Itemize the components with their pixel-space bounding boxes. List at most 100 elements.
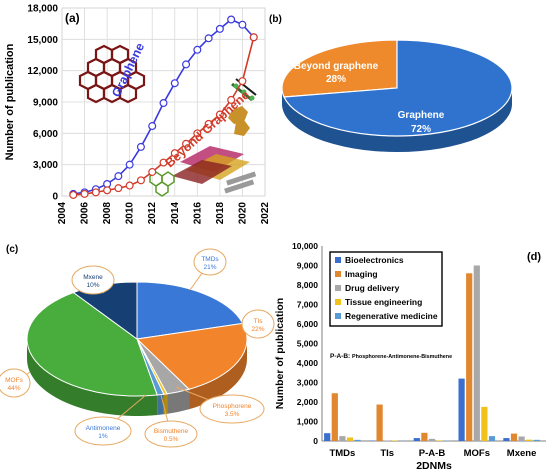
- data-point-beyond-graphene: [159, 158, 168, 167]
- pie-c-slice-tmds: [136, 281, 244, 340]
- y-tick-label-a: 12,000: [27, 66, 58, 77]
- callout-pct-mofs: 44%: [7, 385, 20, 392]
- bar-tmds-drug-delivery: [339, 436, 346, 441]
- y-tick-label-a: 18,000: [27, 4, 58, 15]
- x-tick-label-d: Mxene: [507, 448, 537, 459]
- data-point-graphene: [125, 160, 134, 169]
- callout-bubble-mofs: [0, 368, 31, 398]
- callout-bubble-antimonene: [74, 416, 132, 446]
- callout-pct-antimonene: 1%: [98, 433, 108, 440]
- data-point-beyond-graphene: [69, 190, 78, 199]
- data-point-beyond-graphene: [249, 33, 258, 42]
- data-point-beyond-graphene: [204, 119, 213, 128]
- pie-c-wall-mofs: [27, 339, 158, 416]
- beyond-graphene-slice-label: Beyond graphene: [294, 61, 379, 72]
- x-tick-label-a: 2012: [147, 202, 158, 225]
- y-tick-label-d: 8,000: [297, 280, 319, 290]
- bar-mofs-imaging: [466, 273, 473, 441]
- callout-pct-mxene: 10%: [86, 282, 99, 289]
- bar-mxene-imaging: [510, 433, 518, 441]
- callout-bubble-phosphorene: [199, 394, 265, 424]
- bar-tmds-bioelectronics: [324, 433, 331, 441]
- callout-name-mofs: MOFs: [5, 377, 23, 384]
- x-tick-label-d: TMDs: [329, 448, 355, 459]
- layered-material-icon: [224, 171, 257, 194]
- pab-annotation-prefix: P-A-B:: [330, 353, 352, 360]
- bar-tmds-regenerative-medicine: [354, 439, 361, 441]
- x-tick-label-a: 2020: [237, 202, 248, 225]
- panel-d-chart: 0 1,000 2,000 3,000 4,000 5,000 6,000 7,000 8,00…: [274, 241, 546, 472]
- panel-a-series: [69, 15, 258, 199]
- data-point-graphene: [114, 172, 123, 181]
- bar-mofs-drug-delivery: [473, 265, 480, 441]
- y-tick-label-d: 1,000: [297, 417, 319, 427]
- x-tick-label-d: TIs: [380, 448, 394, 459]
- graphene-slice-label: Graphene: [398, 110, 445, 121]
- pie-c-slices: [26, 281, 248, 416]
- data-point-graphene: [148, 122, 157, 131]
- panel-c-label: (c): [6, 244, 18, 255]
- data-point-beyond-graphene: [238, 77, 247, 86]
- x-tick-label-a: 2010: [125, 202, 136, 225]
- legend-swatch-drug-delivery: [335, 285, 341, 291]
- data-point-graphene: [193, 45, 202, 54]
- y-tick-label-d: 7,000: [297, 300, 319, 310]
- callout-pct-phosphorene: 3.5%: [225, 411, 240, 418]
- callout-bubble-bismuthene: [144, 420, 198, 448]
- panel-d-label: (d): [527, 251, 541, 263]
- panel-a-axes: 0 3,000 6,000 9,000 12,000 15,000 18,000 2004 20…: [4, 4, 271, 225]
- data-point-graphene: [227, 15, 236, 24]
- x-tick-label-a: 2006: [80, 202, 91, 225]
- y-axis-title-d: Number of publication: [274, 298, 286, 409]
- legend-swatch-imaging: [335, 271, 341, 277]
- bar-tis-tissue-engineering: [391, 440, 398, 441]
- mxene-structure-icon: [228, 106, 250, 136]
- x-tick-label-a: 2018: [215, 202, 226, 225]
- data-point-beyond-graphene: [114, 184, 123, 193]
- data-point-beyond-graphene: [148, 167, 157, 176]
- callout-bubble-tmds: [193, 248, 227, 276]
- bar-p-a-b-drug-delivery: [428, 438, 436, 441]
- data-point-beyond-graphene: [193, 129, 202, 138]
- graphene-slice-pct: 72%: [411, 124, 431, 135]
- legend-label-bioelectronics: Bioelectronics: [345, 255, 404, 265]
- pie-c-wall-antimonene: [157, 394, 164, 416]
- y-tick-label-d: 0: [313, 436, 318, 446]
- callout-bubble-mxene: [71, 265, 115, 295]
- beyond-graphene-slice-pct: 28%: [326, 74, 346, 85]
- x-tick-label-a: 2004: [57, 202, 68, 225]
- data-point-graphene: [204, 34, 213, 43]
- pie-b-slice-graphene: [283, 39, 513, 137]
- callout-name-phosphorene: Phosphorene: [213, 403, 252, 410]
- legend-label-tissue-engineering: Tissue engineering: [345, 297, 422, 307]
- tmd-structure-icon: [172, 146, 250, 184]
- pab-annotation-expansion: Phosphorene-Antimonene-Bismuthene: [352, 354, 452, 360]
- callout-name-mxene: Mxene: [83, 274, 103, 281]
- bar-mxene-bioelectronics: [503, 438, 510, 441]
- callout-name-antimonene: Antimonene: [86, 425, 121, 432]
- data-point-beyond-graphene: [136, 176, 145, 185]
- pie-b-slices: [281, 39, 513, 137]
- x-tick-label-a: 2022: [260, 202, 271, 225]
- pie-c-slice-mofs: [26, 291, 158, 397]
- legend-label-regenerative-medicine: Regenerative medicine: [345, 311, 438, 321]
- y-tick-label-a: 9,000: [33, 98, 58, 109]
- panel-a-illustrations: [78, 44, 257, 197]
- data-point-graphene: [136, 142, 145, 151]
- x-tick-label-a: 2008: [102, 202, 113, 225]
- bar-mxene-drug-delivery: [518, 436, 525, 441]
- x-tick-label-a: 2016: [192, 202, 203, 225]
- x-tick-label-d: MOFs: [464, 448, 490, 459]
- callout-bubble-tis: [241, 309, 275, 339]
- bar-tmds-imaging: [331, 393, 338, 441]
- y-tick-label-d: 4,000: [297, 358, 319, 368]
- panel-d: 0 1,000 2,000 3,000 4,000 5,000 6,000 7,000 8,00…: [274, 241, 546, 472]
- y-tick-label-d: 9,000: [297, 261, 319, 271]
- callout-name-bismuthene: Bismuthene: [154, 428, 189, 435]
- bar-mofs-bioelectronics: [458, 378, 465, 441]
- bar-p-a-b-imaging: [421, 432, 428, 441]
- panel-b-label: (b): [269, 14, 282, 25]
